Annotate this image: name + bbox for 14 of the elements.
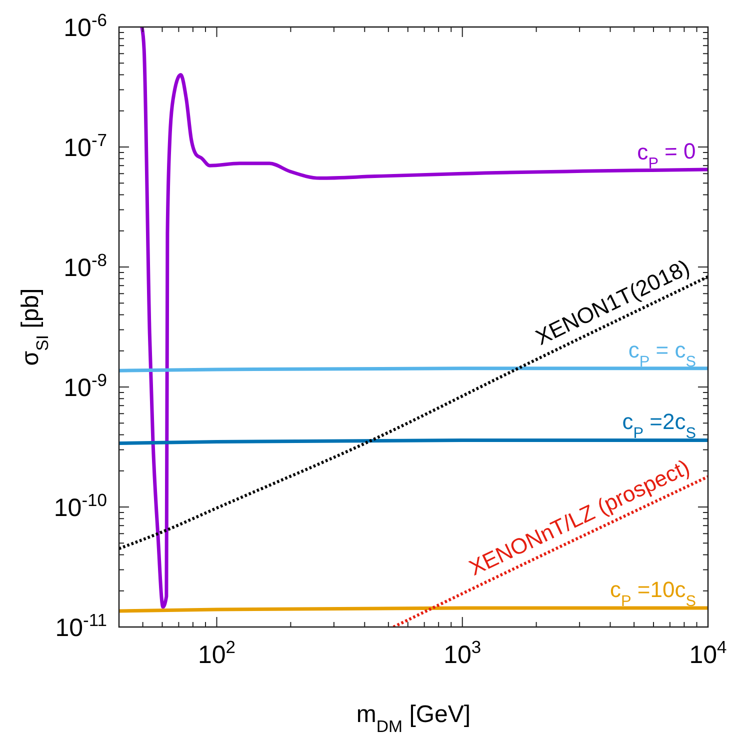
y-tick-label: 10$^{-8}$ bbox=[64, 250, 107, 282]
y-tick-label: 10$^{-7}$ bbox=[64, 130, 107, 162]
y-tick-label: 10$^{-10}$ bbox=[54, 490, 108, 522]
series-label: c$_{P}$ = c$_{S}$ bbox=[628, 337, 696, 370]
series-label: c$_{P}$ =2c$_{S}$ bbox=[622, 409, 696, 442]
series-label: c$_{P}$ =10c$_{S}$ bbox=[610, 576, 696, 610]
y-tick-label: 10$^{-11}$ bbox=[55, 610, 107, 642]
y-tick-label: 10$^{-6}$ bbox=[64, 10, 107, 42]
x-tick-label: 10$^{4}$ bbox=[689, 637, 728, 669]
x-tick-label: 10$^{2}$ bbox=[198, 637, 236, 669]
series-label: c$_{P}$ = 0 bbox=[636, 138, 696, 172]
x-axis-title: m$_{DM}$ [GeV] bbox=[356, 701, 471, 736]
x-tick-label: 10$^{3}$ bbox=[444, 637, 482, 669]
y-tick-label: 10$^{-9}$ bbox=[64, 370, 107, 402]
